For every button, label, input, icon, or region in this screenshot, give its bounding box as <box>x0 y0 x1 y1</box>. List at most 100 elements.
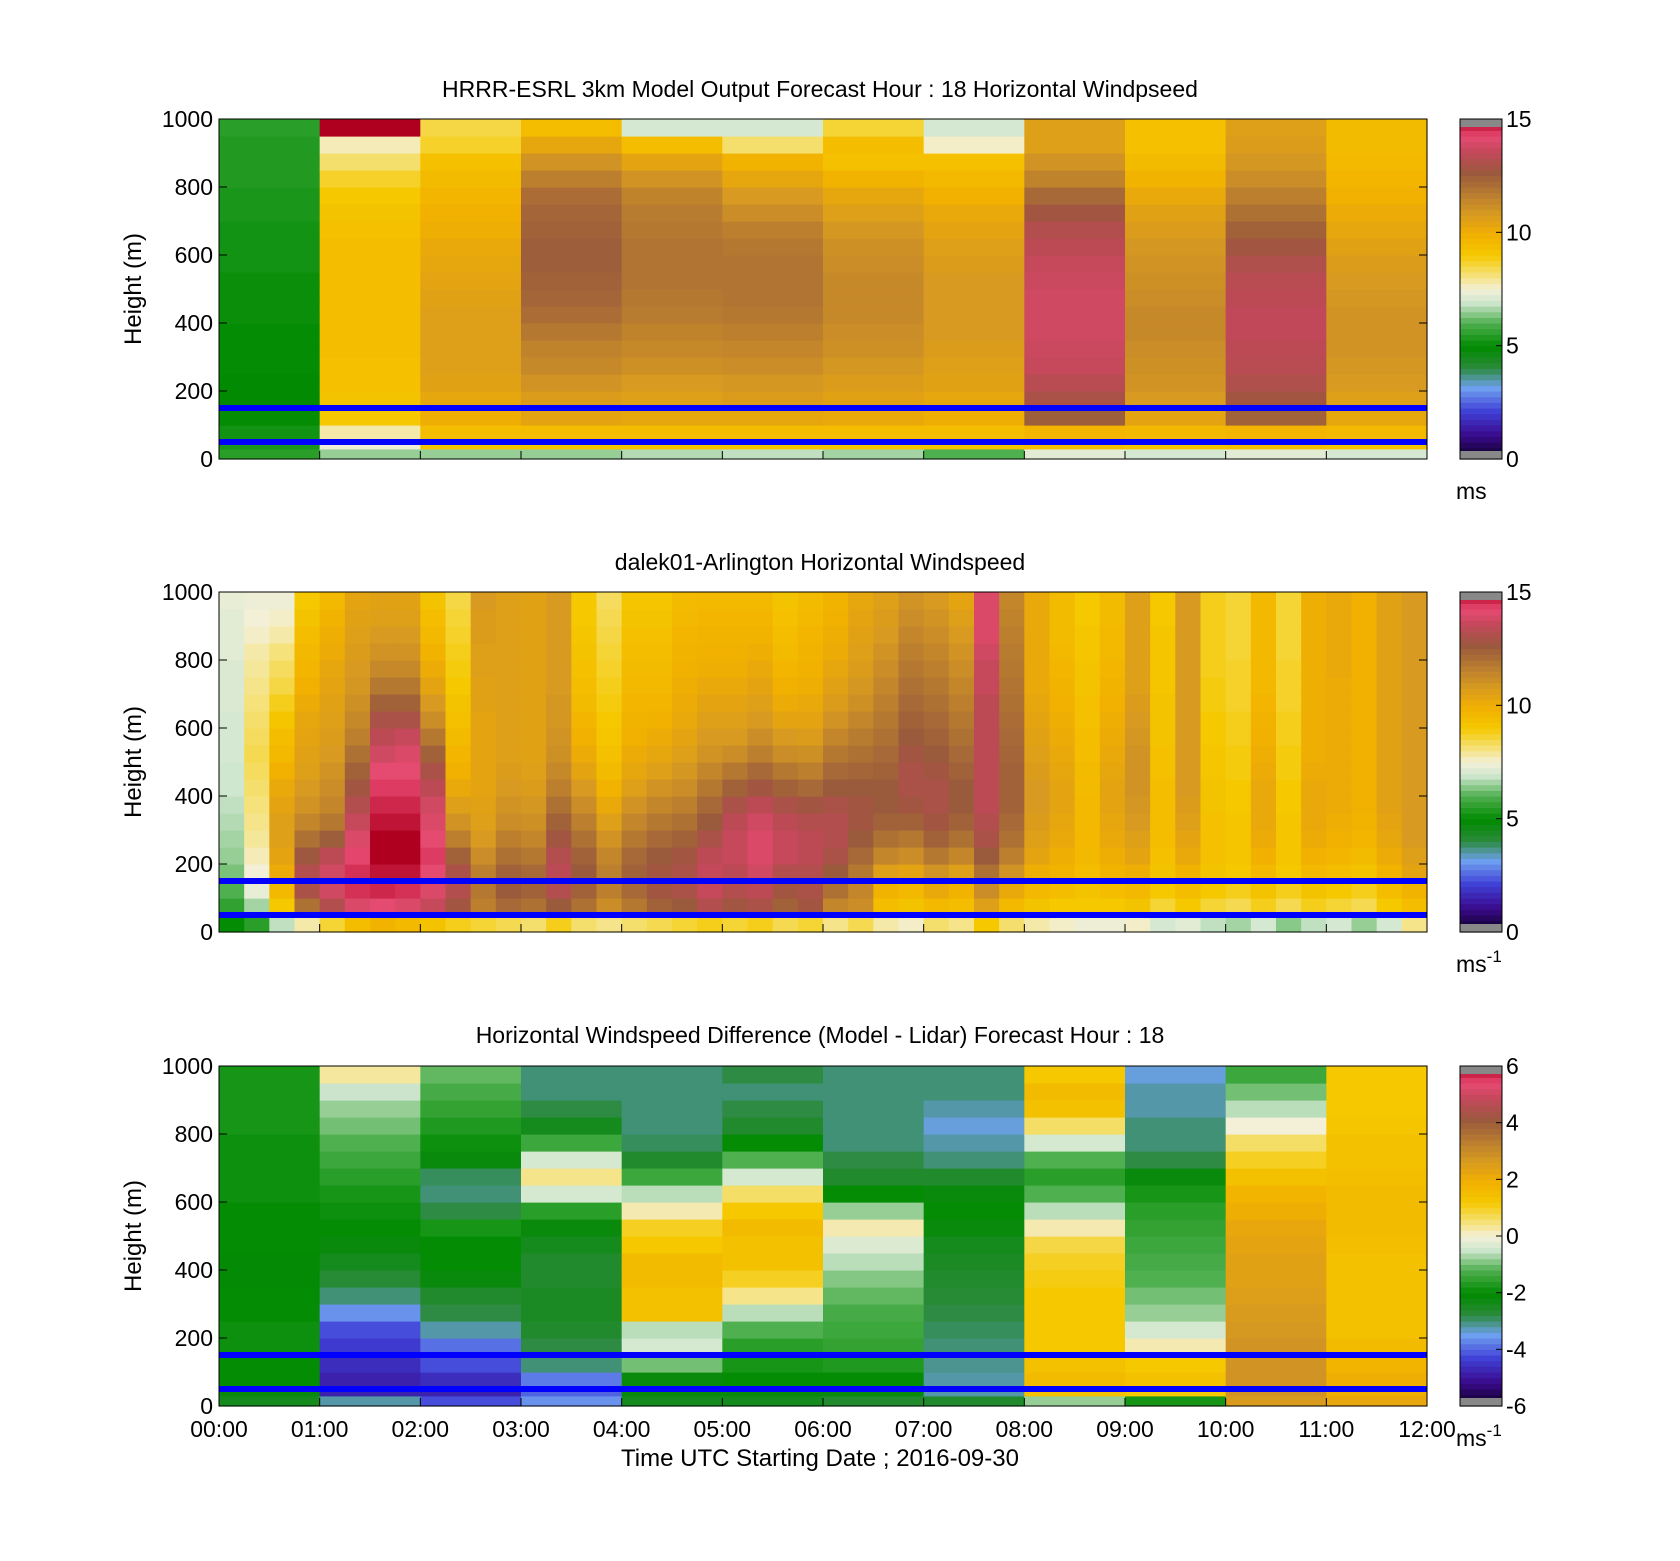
heatmap-cell <box>722 1304 824 1322</box>
heatmap-cell <box>923 779 950 797</box>
heatmap-cell <box>873 779 900 797</box>
heatmap-cell <box>1150 796 1176 814</box>
heatmap-cell <box>999 609 1025 627</box>
heatmap-cell <box>1125 626 1151 644</box>
heatmap-cell <box>269 813 296 831</box>
heatmap-cell <box>445 592 472 610</box>
heatmap-cell <box>470 592 497 610</box>
heatmap-cell <box>521 847 547 865</box>
heatmap-cell <box>999 796 1025 814</box>
colorbar-tick-label: -4 <box>1506 1336 1527 1362</box>
heatmap-cell <box>521 1066 623 1084</box>
heatmap-cell <box>1125 136 1227 154</box>
heatmap-cell <box>420 323 522 341</box>
heatmap-cell <box>420 915 447 933</box>
heatmap-cell <box>319 340 421 358</box>
heatmap-cell <box>1301 881 1327 899</box>
heatmap-cell <box>420 830 447 848</box>
heatmap-cell <box>621 779 648 797</box>
heatmap-cell <box>1301 694 1327 712</box>
heatmap-cell <box>521 711 547 729</box>
heatmap-cell <box>219 762 245 780</box>
heatmap-cell <box>1150 762 1176 780</box>
colorbar-segment <box>1460 716 1502 723</box>
heatmap-cell <box>1225 1168 1327 1186</box>
heatmap-cell <box>923 796 950 814</box>
heatmap-cell <box>646 881 673 899</box>
heatmap-cell <box>974 847 1000 865</box>
heatmap-cell <box>1326 289 1428 307</box>
colorbar-segment <box>1460 1355 1502 1362</box>
heatmap-cell <box>621 187 723 205</box>
colorbar-segment <box>1460 436 1502 443</box>
heatmap-cell <box>1175 745 1202 763</box>
heatmap-cell <box>672 609 698 627</box>
heatmap-cell <box>1049 881 1076 899</box>
colorbar-segment <box>1460 1360 1502 1367</box>
heatmap-cell <box>823 1321 925 1339</box>
heatmap-cell <box>521 609 547 627</box>
colorbar-segment <box>1460 1202 1502 1209</box>
heatmap-cell <box>923 425 1025 440</box>
heatmap-cell <box>722 1338 824 1356</box>
heatmap-cell <box>219 153 321 171</box>
colorbar-segment <box>1460 379 1502 386</box>
heatmap-cell <box>370 660 396 678</box>
colorbar-segment <box>1460 1071 1502 1078</box>
heatmap-cell <box>948 898 975 916</box>
heatmap-cell <box>445 762 472 780</box>
heatmap-cell <box>319 626 346 644</box>
heatmap-cell <box>848 626 874 644</box>
heatmap-cell <box>1125 847 1151 865</box>
heatmap-cell <box>470 626 497 644</box>
heatmap-cell <box>823 272 925 290</box>
heatmap-cell <box>974 677 1000 695</box>
heatmap-cell <box>445 745 472 763</box>
heatmap-cell <box>948 694 975 712</box>
heatmap-cell <box>772 660 799 678</box>
heatmap-cell <box>571 915 598 933</box>
heatmap-cell <box>722 255 824 273</box>
colorbar-segment <box>1460 784 1502 791</box>
heatmap-cell <box>873 643 900 661</box>
heatmap-cell <box>1326 830 1353 848</box>
heatmap-cell <box>470 745 497 763</box>
heatmap-cell <box>923 323 1025 341</box>
heatmap-cell <box>1150 711 1176 729</box>
heatmap-cell <box>319 221 421 239</box>
heatmap-cell <box>923 711 950 729</box>
heatmap-cell <box>1250 813 1277 831</box>
heatmap-cell <box>420 1304 522 1322</box>
heatmap-cell <box>848 898 874 916</box>
heatmap-cell <box>1074 898 1101 916</box>
heatmap-cell <box>974 881 1000 899</box>
heatmap-cell <box>772 694 799 712</box>
heatmap-cell <box>848 677 874 695</box>
colorbar-segment <box>1460 215 1502 222</box>
heatmap-cell <box>1351 847 1378 865</box>
heatmap-cell <box>269 898 296 916</box>
heatmap-cell <box>1074 643 1101 661</box>
heatmap-cell <box>1326 1151 1428 1169</box>
colorbar-tick-label: -2 <box>1506 1280 1526 1306</box>
heatmap-cell <box>1125 187 1227 205</box>
colorbar-under-cap <box>1460 924 1502 932</box>
heatmap-cell <box>1200 660 1227 678</box>
heatmap-cell <box>445 813 472 831</box>
heatmap-cell <box>219 1287 321 1305</box>
heatmap-cell <box>420 204 522 222</box>
heatmap-cell <box>974 643 1000 661</box>
heatmap-cell <box>823 796 849 814</box>
heatmap-cell <box>596 881 623 899</box>
colorbar-segment <box>1460 447 1502 454</box>
heatmap-cell <box>219 119 321 137</box>
heatmap-cell <box>621 1117 723 1135</box>
heatmap-cell <box>495 677 522 695</box>
heatmap-cell <box>1326 1270 1428 1288</box>
heatmap-cell <box>1225 1083 1327 1101</box>
colorbar-segment <box>1460 124 1502 131</box>
heatmap-cell <box>1326 609 1353 627</box>
heatmap-cell <box>621 864 648 882</box>
colorbar-segment <box>1460 858 1502 865</box>
heatmap-cell <box>1074 711 1101 729</box>
